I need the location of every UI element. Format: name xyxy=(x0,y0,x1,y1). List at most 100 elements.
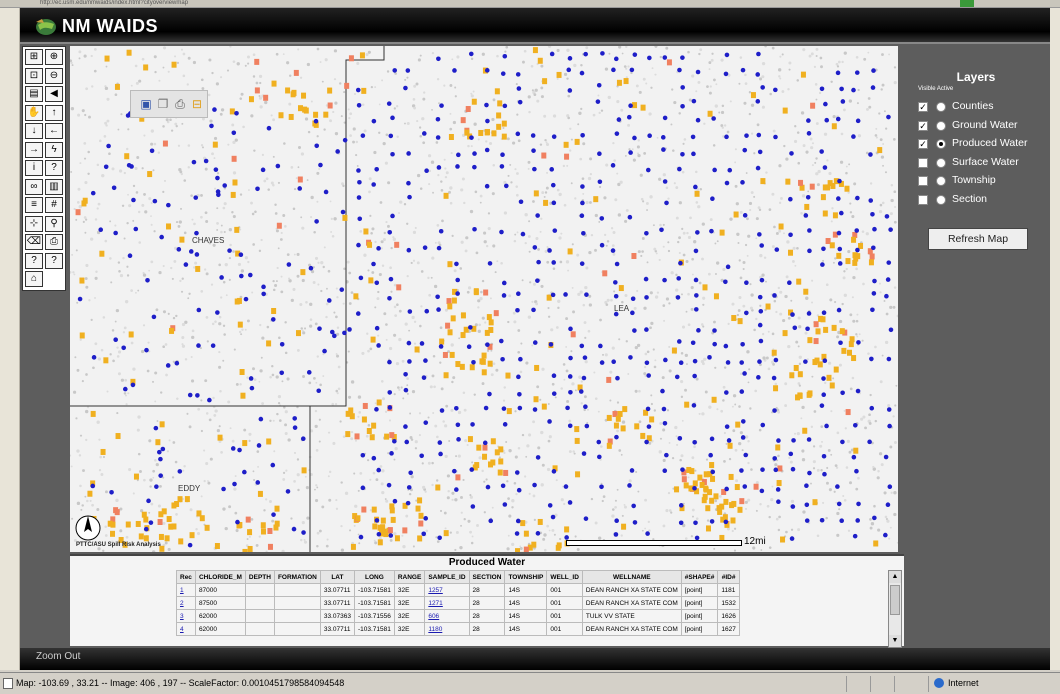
terrain-speckle xyxy=(576,548,580,552)
print-icon[interactable]: ⎙ xyxy=(45,234,63,250)
column-header[interactable]: LAT xyxy=(319,570,355,584)
sample-id-link[interactable]: 1271 xyxy=(428,599,443,607)
sample-id-link[interactable]: 1180 xyxy=(428,625,443,633)
save-icon[interactable]: ▣ xyxy=(140,97,152,111)
map-canvas[interactable]: CHAVES LEA EDDY PTTC/ASU Spill Risk Anal… xyxy=(70,46,898,552)
ground-water-point xyxy=(709,436,715,442)
column-header[interactable]: CHLORIDE_M xyxy=(194,570,246,584)
pan-up-icon[interactable]: ↑ xyxy=(45,104,63,121)
table-row[interactable]: 4 62000 33.07711 -103.71581 32E 1180 28 14S 001 D… xyxy=(176,622,740,636)
map-layer-render[interactable] xyxy=(70,46,898,552)
column-header[interactable]: FORMATION xyxy=(273,570,321,584)
binoculars-icon[interactable]: ∞ xyxy=(25,178,43,195)
record-link[interactable]: 4 xyxy=(180,625,184,633)
search-icon[interactable]: ⚲ xyxy=(45,215,63,232)
zoom-out-bar[interactable]: Zoom Out xyxy=(20,648,1050,670)
ground-water-point xyxy=(387,390,393,395)
back-icon[interactable]: ◀ xyxy=(45,86,63,102)
record-link[interactable]: 1 xyxy=(180,586,184,594)
layer-visible-checkbox[interactable] xyxy=(918,157,928,168)
go-button[interactable] xyxy=(960,0,974,7)
zoom-box-icon[interactable]: ⊡ xyxy=(25,67,43,84)
zoom-out-icon[interactable]: ⊖ xyxy=(45,67,63,84)
help-icon[interactable]: ? xyxy=(25,252,43,269)
query-icon[interactable]: ? xyxy=(45,160,63,176)
ground-water-point xyxy=(583,404,588,410)
table-cell: 3 xyxy=(176,609,196,623)
terrain-speckle xyxy=(778,164,782,168)
terrain-speckle xyxy=(123,237,126,240)
terrain-speckle xyxy=(288,277,291,280)
column-header[interactable]: Rec xyxy=(176,570,196,584)
chart-icon[interactable]: ▥ xyxy=(45,178,63,195)
table-row[interactable]: 3 62000 33.07363 -103.71556 32E 606 28 14S 001 TU… xyxy=(176,609,740,623)
help2-icon[interactable]: ? xyxy=(45,252,63,269)
select-icon[interactable]: ⊹ xyxy=(25,215,43,232)
column-header[interactable]: WELLNAME xyxy=(581,570,682,584)
home-icon[interactable]: ⌂ xyxy=(25,271,43,287)
terrain-speckle xyxy=(580,402,583,405)
column-header[interactable]: LONG xyxy=(353,570,395,584)
layer-visible-checkbox[interactable]: ✓ xyxy=(918,120,928,131)
copy-icon[interactable]: ❐ xyxy=(157,97,169,111)
terrain-speckle xyxy=(274,203,277,206)
layer-active-radio[interactable] xyxy=(936,102,946,112)
layer-active-radio[interactable] xyxy=(936,157,946,168)
ground-water-point xyxy=(234,110,239,116)
map-icon[interactable]: ▤ xyxy=(25,86,43,102)
grid-icon[interactable]: # xyxy=(45,197,63,213)
lightning-icon[interactable]: ϟ xyxy=(45,141,63,158)
terrain-speckle xyxy=(446,496,450,500)
table-row[interactable]: 1 87000 33.07711 -103.71581 32E 1257 28 14S 001 D… xyxy=(176,583,740,597)
record-link[interactable]: 3 xyxy=(180,612,184,620)
terrain-speckle xyxy=(515,492,518,496)
pan-left-icon[interactable]: ← xyxy=(45,123,63,139)
table-row[interactable]: 2 87500 33.07711 -103.71581 32E 1271 28 14S 001 D… xyxy=(176,596,740,610)
column-header[interactable]: SECTION xyxy=(468,570,506,584)
terrain-speckle xyxy=(889,526,892,529)
pan-hand-icon[interactable]: ✋ xyxy=(25,104,43,121)
layer-active-radio[interactable] xyxy=(936,194,946,205)
layer-visible-checkbox[interactable] xyxy=(918,194,928,205)
sample-id-link[interactable]: 606 xyxy=(428,612,440,620)
layer-active-radio[interactable] xyxy=(936,176,946,186)
column-header[interactable]: DEPTH xyxy=(244,570,275,584)
zoom-out-label[interactable]: Zoom Out xyxy=(36,651,81,662)
layer-active-radio[interactable] xyxy=(936,120,946,131)
column-header[interactable]: TOWNSHIP xyxy=(504,570,548,584)
terrain-speckle xyxy=(439,326,443,330)
column-header[interactable]: #SHAPE# xyxy=(680,570,719,584)
layer-visible-checkbox[interactable] xyxy=(918,176,928,186)
column-header[interactable]: #ID# xyxy=(717,570,740,584)
zoom-in-icon[interactable]: ⊕ xyxy=(45,49,63,65)
layer-active-radio[interactable] xyxy=(936,139,946,149)
column-header[interactable]: SAMPLE_ID xyxy=(424,570,470,584)
layer-visible-checkbox[interactable]: ✓ xyxy=(918,102,928,112)
list-icon[interactable]: ≡ xyxy=(25,197,43,213)
info-icon[interactable]: i xyxy=(25,160,43,176)
terrain-speckle xyxy=(764,46,767,48)
terrain-speckle xyxy=(507,534,510,537)
terrain-speckle xyxy=(747,381,750,384)
sample-id-link[interactable]: 1257 xyxy=(428,586,443,594)
pan-right-icon[interactable]: → xyxy=(25,141,43,158)
terrain-speckle xyxy=(164,541,168,545)
column-header[interactable]: RANGE xyxy=(393,570,426,584)
refresh-map-button[interactable]: Refresh Map xyxy=(928,228,1028,250)
pan-down-icon[interactable]: ↓ xyxy=(25,123,43,139)
overview-icon[interactable]: ⊞ xyxy=(25,49,43,65)
print-map-icon[interactable]: ⎙ xyxy=(175,97,185,111)
ground-water-point xyxy=(454,487,459,492)
scroll-thumb[interactable] xyxy=(890,585,900,615)
terrain-speckle xyxy=(652,348,655,351)
column-header[interactable]: WELL_ID xyxy=(546,570,583,584)
export-icon[interactable]: ⊟ xyxy=(191,97,203,111)
eraser-icon[interactable]: ⌫ xyxy=(25,234,43,250)
table-cell: 14S xyxy=(504,583,548,597)
record-link[interactable]: 2 xyxy=(180,599,184,607)
scroll-down-icon[interactable]: ▼ xyxy=(889,635,901,647)
scroll-up-icon[interactable]: ▲ xyxy=(889,571,901,583)
layer-visible-checkbox[interactable]: ✓ xyxy=(918,139,928,149)
ground-water-point xyxy=(772,293,777,298)
results-scrollbar[interactable]: ▲ ▼ xyxy=(888,570,902,648)
